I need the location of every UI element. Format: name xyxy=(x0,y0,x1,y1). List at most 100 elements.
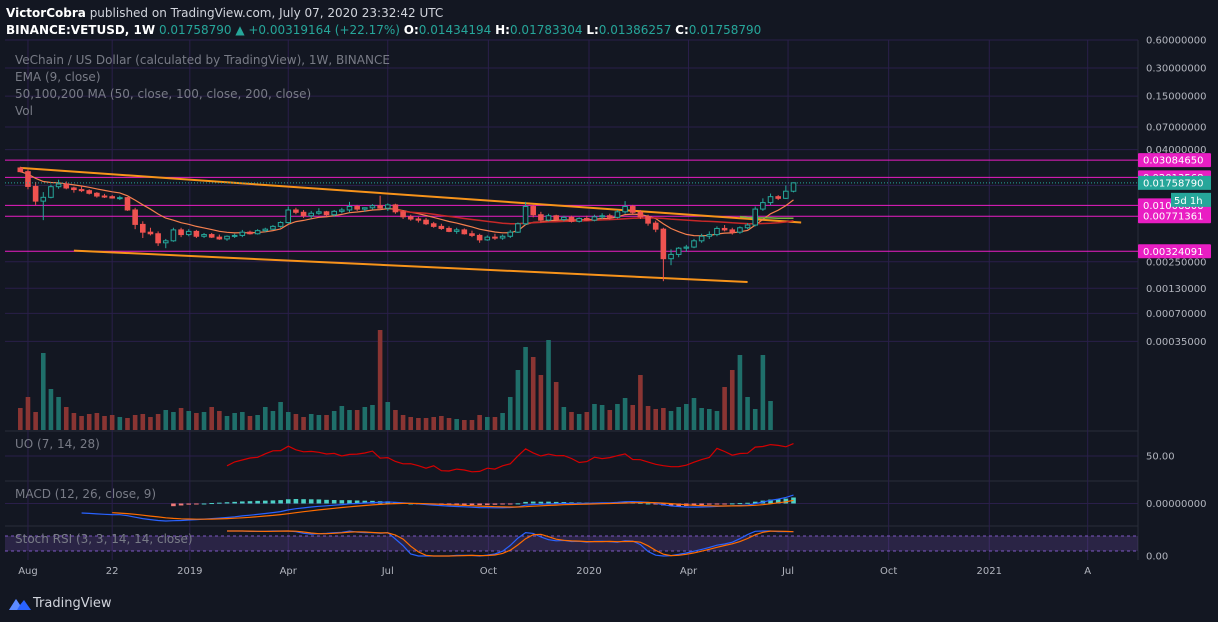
macd-title: MACD (12, 26, close, 9) xyxy=(15,487,156,501)
candle-body xyxy=(721,227,728,231)
countdown-tag xyxy=(1171,192,1211,207)
level-tag-label: 0.00771361 xyxy=(1143,212,1203,223)
candle-body xyxy=(683,246,690,249)
candle-body xyxy=(606,215,613,218)
candle-body xyxy=(170,229,177,242)
macd-hist-bar xyxy=(530,501,536,504)
stoch-d-line xyxy=(227,530,794,557)
x-tick-label: Oct xyxy=(880,566,897,577)
legend-ema[interactable]: EMA (9, close) xyxy=(15,70,101,84)
volume-bar xyxy=(714,411,720,430)
candle-body xyxy=(538,214,544,221)
volume-bar xyxy=(270,411,276,430)
macd-hist-bar xyxy=(492,503,498,505)
price-change: ▲ +0.00319164 (+22.17%) xyxy=(235,23,400,37)
candle-body xyxy=(132,209,138,225)
volume-bar xyxy=(707,409,712,430)
candle-body xyxy=(94,192,100,197)
candle-body xyxy=(668,253,674,260)
low-value: 0.01386257 xyxy=(598,23,672,37)
candle-body xyxy=(323,211,330,216)
volume-bar xyxy=(752,409,758,430)
macd-hist-bar xyxy=(638,502,643,504)
candle-body xyxy=(185,230,192,236)
symbol-label[interactable]: BINANCE:VETUSD, 1W xyxy=(6,23,156,37)
candle-body xyxy=(584,217,590,221)
last-price: 0.01758790 xyxy=(158,23,232,37)
candle-body xyxy=(614,211,621,218)
macd-hist-bar xyxy=(523,501,528,504)
volume-bar xyxy=(71,413,77,430)
volume-bar xyxy=(163,410,169,430)
candle-body xyxy=(193,230,200,237)
candle-body xyxy=(752,208,759,226)
candle-body xyxy=(55,183,62,188)
macd-signal-line xyxy=(112,499,794,520)
macd-hist-bar xyxy=(676,503,681,507)
volume-bar xyxy=(278,402,283,430)
macd-hist-bar xyxy=(645,503,651,505)
volume-bar xyxy=(722,387,727,430)
author-name[interactable]: VictorCobra xyxy=(6,6,86,20)
x-tick-label: Jul xyxy=(781,566,794,577)
macd-hist-bar xyxy=(178,503,184,506)
indicator-legend: VeChain / US Dollar (calculated by Tradi… xyxy=(15,52,390,120)
legend-ma[interactable]: 50,100,200 MA (50, close, 100, close, 20… xyxy=(15,87,312,101)
candle-body xyxy=(484,236,491,241)
stoch-title: Stoch RSI (3, 3, 14, 14, close) xyxy=(15,532,193,546)
volume-bar xyxy=(347,410,352,430)
macd-hist-bar xyxy=(484,503,490,505)
volume-bar xyxy=(209,407,214,430)
candle-body xyxy=(515,223,521,233)
tradingview-brand[interactable]: TradingView xyxy=(33,596,112,611)
low-label: L: xyxy=(586,23,599,37)
candle-body xyxy=(423,219,429,225)
volume-bar xyxy=(362,407,368,430)
legend-title[interactable]: VeChain / US Dollar (calculated by Tradi… xyxy=(15,53,390,67)
candle-body xyxy=(117,197,123,200)
volume-bar xyxy=(592,404,597,430)
candle-body xyxy=(32,185,39,202)
candle-body xyxy=(461,229,468,235)
legend-vol[interactable]: Vol xyxy=(15,104,33,118)
macd-hist-bar xyxy=(247,501,253,504)
volume-bar xyxy=(416,418,421,430)
volume-bar xyxy=(125,418,130,430)
candle-body xyxy=(415,218,422,221)
macd-hist-bar xyxy=(262,500,268,504)
volume-bar xyxy=(760,355,766,430)
candle-body xyxy=(645,216,651,224)
macd-hist-bar xyxy=(752,501,758,504)
x-tick-label: A xyxy=(1084,566,1091,577)
volume-bar xyxy=(301,417,306,430)
macd-hist-bar xyxy=(347,500,352,504)
macd-hist-bar xyxy=(339,500,345,504)
macd-hist-bar xyxy=(783,498,789,504)
volume-bar xyxy=(25,397,31,430)
volume-bar xyxy=(400,415,406,430)
volume-bar xyxy=(370,405,375,430)
candle-body xyxy=(293,209,299,213)
volume-bar xyxy=(737,355,743,430)
candle-body xyxy=(407,216,414,220)
candle-body xyxy=(553,215,559,221)
volume-bar xyxy=(232,413,237,430)
volume-bar xyxy=(691,398,697,430)
volume-bar xyxy=(331,411,337,430)
volume-bar xyxy=(240,412,245,430)
stoch-band xyxy=(5,536,1138,551)
candle-body xyxy=(124,197,131,211)
volume-bar xyxy=(607,410,613,430)
tradingview-logo-icon[interactable] xyxy=(8,596,32,612)
macd-hist-bar xyxy=(462,503,467,506)
candle-body xyxy=(239,231,246,236)
candle-body xyxy=(652,222,659,230)
macd-hist-bar xyxy=(546,501,551,504)
uo-line xyxy=(226,443,794,473)
ohlc-line: BINANCE:VETUSD, 1W 0.01758790 ▲ +0.00319… xyxy=(6,22,761,38)
volume-bar xyxy=(500,413,505,430)
level-tag xyxy=(1138,153,1211,168)
candle-body xyxy=(270,225,276,230)
volume-bar xyxy=(40,353,46,430)
